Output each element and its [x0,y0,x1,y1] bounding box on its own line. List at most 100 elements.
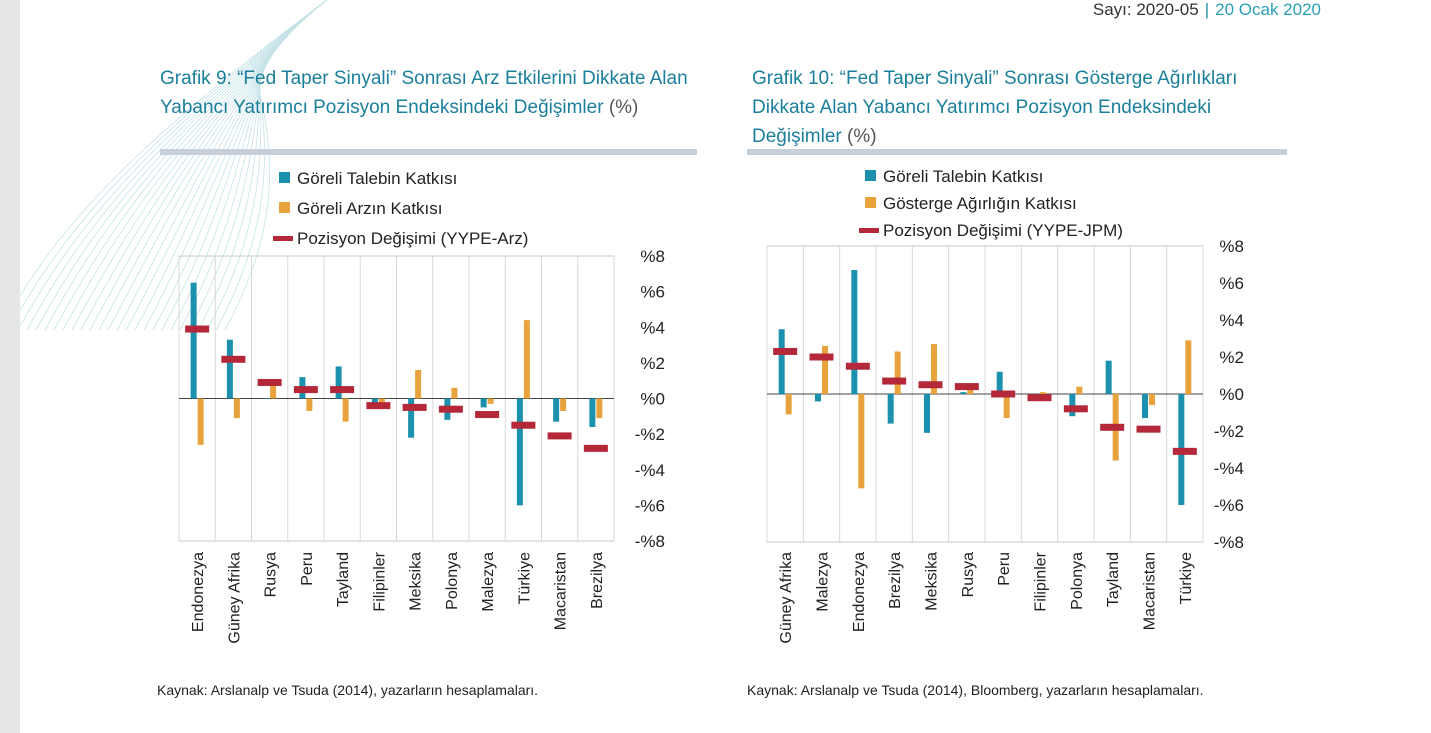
chart1-legend-swatch [273,236,293,241]
chart1-category-label: Filipinler [371,551,388,611]
chart1-position-marker [185,325,210,333]
page-left-strip [0,0,20,733]
chart2-bar-arz [1185,340,1192,394]
chart1-position-marker [221,355,246,363]
chart1-bar-arz [378,398,385,404]
chart1-bar-arz [342,398,349,422]
chart1-title-unit: (%) [608,97,639,118]
chart1-bar-talep [516,398,523,506]
chart1-position-marker [257,378,282,386]
chart1-bar-talep [589,398,596,427]
chart1-position-marker [475,411,500,419]
chart2-category-label: Güney Afrika [778,552,795,644]
chart1-title-underline [160,149,697,155]
chart1-category-label: Güney Afrika [226,552,243,644]
chart1-position-marker [511,421,536,429]
chart1-category-label: Polonya [444,552,461,610]
chart2-title: Grafik 10: “Fed Taper Sinyali” Sonrası G… [752,64,1297,151]
chart2-bar-arz [967,388,974,394]
chart1-bar-arz [197,398,204,445]
chart1-bar-arz [487,398,494,404]
chart2-position-marker [773,347,798,355]
chart2-position-marker [1027,394,1052,402]
chart1-position-marker [547,432,572,440]
chart2-legend-swatch [865,170,876,181]
chart1-y-tick-label: -%2 [635,425,665,444]
chart2-position-marker [1172,447,1197,455]
chart2-category-label: Peru [996,552,1013,586]
chart1-category-label: Macaristan [553,552,570,630]
chart1-bar-arz [415,370,422,399]
chart2-bar-arz [822,345,828,394]
chart1-source: Kaynak: Arslanalp ve Tsuda (2014), yazar… [157,682,539,698]
header-separator: | [1204,0,1210,19]
chart2-bar-talep [924,394,930,433]
chart2-category-label: Malezya [815,552,832,612]
chart1-position-marker [293,386,318,394]
chart1-legend-label: Göreli Talebin Katkısı [297,169,457,188]
chart2-position-marker [1136,425,1161,433]
chart2-bar-talep [887,394,894,424]
chart1-legend-label: Pozisyon Değişimi (YYPE-Arz) [297,229,528,248]
chart2-y-tick-label: -%8 [1214,533,1244,552]
chart2-position-marker [1100,423,1125,431]
chart1-bar-talep [480,398,487,408]
chart2-bar-arz [1149,394,1155,406]
chart2-y-tick-label: %0 [1219,385,1244,404]
chart1-bar-talep [408,398,415,438]
issue-header: Sayı: 2020-05 | 20 Ocak 2020 [1093,0,1321,20]
chart2-bar-talep [778,329,785,394]
chart2-bar-arz [1076,386,1083,394]
chart1-bar-talep [226,339,233,399]
chart2-position-marker [882,377,907,385]
chart1-bar-arz [306,398,313,411]
chart1-y-tick-label: -%4 [635,461,665,480]
chart1-y-tick-label: %6 [640,283,665,302]
chart2-bar-arz [858,394,865,489]
chart1-bar-talep [263,398,270,399]
chart1-category-label: Peru [299,552,316,586]
chart1-category-label: Meksika [408,552,425,611]
chart1-position-marker [438,405,463,413]
chart1-bar-talep [335,366,342,399]
chart2-legend-swatch [859,228,879,233]
chart2-category-label: Macaristan [1142,552,1159,630]
chart2-category-label: Meksika [924,552,941,611]
chart2-bar-talep [1069,394,1076,417]
chart1-y-tick-label: %2 [640,354,665,373]
chart1-y-tick-label: -%8 [635,532,665,551]
chart1-bar-talep [190,282,197,399]
chart2-y-tick-label: %2 [1219,348,1244,367]
chart2-category-label: Endonezya [851,552,868,632]
chart2-category-label: Rusya [960,552,977,597]
issue-number: Sayı: 2020-05 [1092,0,1199,19]
chart2-bar-arz [1040,392,1046,394]
chart1-bar-arz [451,387,458,399]
chart2-bar-talep [996,371,1003,394]
chart2-source: Kaynak: Arslanalp ve Tsuda (2014), Bloom… [747,682,1204,698]
chart1-category-label: Türkiye [516,552,533,605]
chart2-y-tick-label: -%2 [1214,422,1244,441]
chart1-bar-arz [270,382,277,399]
chart1-title: Grafik 9: “Fed Taper Sinyali” Sonrası Ar… [160,64,705,122]
chart2-legend-label: Pozisyon Değişimi (YYPE-JPM) [883,221,1123,240]
chart1-legend-label: Göreli Arzın Katkısı [297,199,443,218]
chart1-title-main: Grafik 9: “Fed Taper Sinyali” Sonrası Ar… [160,68,688,118]
chart1-y-tick-label: -%6 [635,496,665,515]
chart2-y-tick-label: %6 [1219,274,1244,293]
chart2-bar-arz [785,394,792,415]
chart2-bar-talep [1142,394,1148,419]
issue-date: 20 Ocak 2020 [1215,0,1321,19]
chart2-title-main: Grafik 10: “Fed Taper Sinyali” Sonrası G… [752,68,1238,147]
chart2-position-marker [1063,405,1088,413]
chart1-category-label: Rusya [263,552,280,597]
chart2-bar-talep [815,394,821,402]
chart2-position-marker [991,390,1016,398]
chart1-bar-talep [371,398,378,404]
chart1-category-label: Brezilya [589,552,606,609]
chart2-y-tick-label: -%6 [1214,496,1244,515]
chart1-y-tick-label: %0 [640,390,665,409]
chart2-category-label: Polonya [1069,552,1086,610]
chart1-position-marker [583,444,608,452]
